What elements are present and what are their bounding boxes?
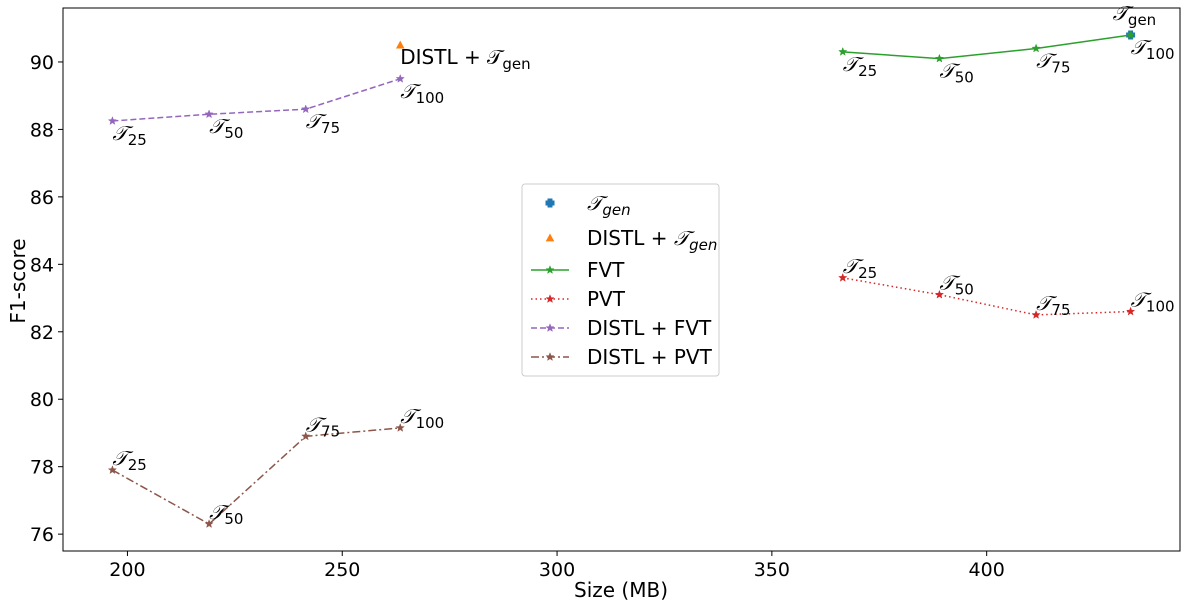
- y-axis-label: F1-score: [6, 238, 30, 323]
- x-axis-label: Size (MB): [574, 578, 668, 602]
- point-label: 𝒯25: [112, 121, 146, 149]
- point-label: 𝒯50: [209, 500, 243, 528]
- data-point: [1031, 309, 1041, 319]
- point-label: DISTL + 𝒯gen: [400, 45, 530, 73]
- point-label: 𝒯75: [306, 109, 340, 137]
- y-tick-label: 76: [30, 524, 54, 546]
- data-point: [934, 289, 945, 299]
- data-point: [1125, 306, 1136, 316]
- y-tick-label: 90: [30, 52, 54, 74]
- y-tick-label: 78: [30, 457, 54, 479]
- legend-marker: [545, 198, 555, 208]
- point-label: 𝒯100: [400, 404, 444, 432]
- series-fvt: [838, 30, 1136, 63]
- series-distl-tgen: [395, 40, 405, 49]
- series-distl-pvt: [107, 422, 405, 528]
- data-point: [395, 73, 405, 83]
- data-point: [838, 272, 848, 282]
- legend-item: PVT: [531, 287, 626, 311]
- series-line: [112, 78, 401, 122]
- data-point: [395, 422, 405, 432]
- legend-marker: [545, 323, 555, 332]
- point-label: 𝒯75: [1036, 48, 1070, 76]
- data-point: [1031, 43, 1041, 53]
- point-label: 𝒯50: [209, 114, 243, 142]
- legend-box: [521, 183, 720, 377]
- plot-frame: [62, 7, 1181, 552]
- legend-label: DISTL + FVT: [587, 316, 712, 340]
- legend-marker: [545, 294, 555, 303]
- legend-item: DISTL + PVT: [531, 345, 713, 369]
- point-label: 𝒯100: [400, 79, 444, 107]
- axes: 200 250 300 350 400 76 78 80 82 84 86 88 90: [30, 7, 1181, 581]
- series-layer: [107, 30, 1136, 528]
- data-point: [934, 53, 945, 63]
- series-line: [842, 277, 1131, 316]
- series-distl-fvt: [107, 73, 405, 125]
- point-label: 𝒯50: [939, 271, 973, 299]
- point-label: 𝒯75: [306, 412, 340, 440]
- point-labels: 𝒯gen DISTL + 𝒯gen 𝒯25 𝒯50 𝒯75 𝒯100 𝒯25 𝒯50 𝒯75 𝒯1…: [112, 1, 1174, 528]
- x-tick-label: 400: [969, 559, 1005, 581]
- point-label: 𝒯25: [112, 446, 146, 474]
- point-label: 𝒯gen: [1113, 1, 1157, 29]
- y-tick-label: 80: [30, 389, 54, 411]
- point-label: 𝒯25: [843, 52, 877, 80]
- series-line: [842, 34, 1131, 60]
- legend-marker: [545, 233, 555, 242]
- legend-label: FVT: [587, 258, 625, 282]
- data-point: [107, 465, 118, 475]
- point-label: 𝒯100: [1131, 288, 1175, 316]
- data-point: [204, 109, 214, 119]
- y-tick-label: 84: [30, 254, 54, 276]
- point-label: 𝒯50: [939, 59, 973, 87]
- data-point: [301, 104, 311, 114]
- data-point: [838, 46, 848, 56]
- x-tick-label: 300: [539, 559, 575, 581]
- data-point: [107, 116, 118, 125]
- point-label: 𝒯25: [843, 254, 877, 282]
- x-tick-label: 250: [324, 559, 360, 581]
- data-point: [204, 519, 214, 528]
- series-line: [112, 427, 401, 525]
- legend-label: PVT: [587, 287, 626, 311]
- y-tick-label: 86: [30, 187, 54, 209]
- y-tick-label: 82: [30, 322, 54, 344]
- x-tick-label: 350: [754, 559, 790, 581]
- legend-marker: [545, 265, 555, 274]
- y-tick-label: 88: [30, 119, 54, 141]
- data-point: [395, 40, 405, 49]
- legend-item: DISTL + FVT: [531, 316, 712, 340]
- legend-item: FVT: [531, 258, 625, 282]
- data-point: [301, 431, 311, 441]
- data-point: [1125, 30, 1136, 39]
- legend-label: DISTL + PVT: [587, 345, 713, 369]
- x-tick-label: 200: [109, 559, 145, 581]
- point-label: 𝒯100: [1131, 35, 1175, 63]
- legend-marker: [545, 352, 555, 361]
- series-pvt: [838, 272, 1136, 319]
- point-label: 𝒯75: [1036, 291, 1070, 319]
